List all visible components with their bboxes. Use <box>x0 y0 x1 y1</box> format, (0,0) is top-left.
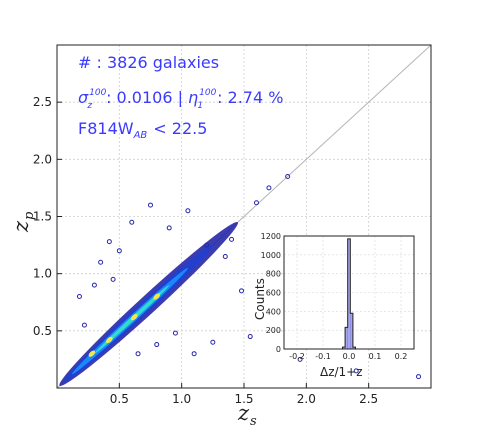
inset-y-tick-label: 0 <box>276 345 281 354</box>
outlier-point <box>98 259 104 265</box>
inset-bars <box>284 238 414 349</box>
y-tick-label: 1.0 <box>33 267 52 281</box>
inset-y-tick-label: 200 <box>266 326 281 335</box>
inset-x-tick-label: -0.1 <box>315 352 331 361</box>
outlier-point <box>204 242 210 248</box>
inset-x-tick-label: 0.2 <box>395 352 408 361</box>
eta-symbol: η <box>188 88 198 107</box>
inset-x-tick-label: 0.0 <box>343 352 356 361</box>
inset-y-tick-label: 1000 <box>261 251 281 260</box>
outlier-point <box>81 322 87 328</box>
y-axis-label-main: z <box>9 220 33 233</box>
density-peak-spot <box>130 313 138 321</box>
inset-x-tick-label: -0.2 <box>289 352 305 361</box>
x-tick-label: 1.5 <box>234 392 253 406</box>
inset-y-tick-label: 400 <box>266 307 281 316</box>
scatter-stat-label: σ100 z: 0.0106 | η100 1: 2.74 % <box>78 88 283 111</box>
outlier-point <box>416 374 422 380</box>
x-tick-label: 2.5 <box>359 392 378 406</box>
y-tick-label: 2.0 <box>33 152 52 166</box>
inset-histogram: -0.2 -0.1 0.0 0.1 0.2 0 200 400 600 800 1000 1200 Δ… <box>253 232 415 379</box>
x-axis-label-main: z <box>237 401 250 425</box>
sigma-value: : 0.0106 | <box>106 88 183 107</box>
x-tick-label: 0.5 <box>110 392 129 406</box>
x-tick-label: 2.0 <box>297 392 316 406</box>
outlier-point <box>172 330 178 336</box>
outlier-point <box>229 236 235 242</box>
y-tick-label: 2.5 <box>33 95 52 109</box>
outlier-point <box>110 276 116 282</box>
outlier-point <box>297 356 303 362</box>
magnitude-cut-label: F814WAB < 22.5 <box>78 119 207 141</box>
outlier-point <box>253 200 259 206</box>
inset-x-tick-label: 0.1 <box>369 352 382 361</box>
sigma-subscript: z <box>86 101 92 111</box>
inset-y-tick-label: 1200 <box>261 232 281 241</box>
inset-y-tick-label: 600 <box>266 289 281 298</box>
y-axis-label: z p <box>9 211 37 233</box>
outlier-point <box>222 254 228 260</box>
inset-y-label: Counts <box>253 278 267 320</box>
sigma-superscript: 100 <box>89 88 106 98</box>
outlier-point <box>91 282 97 288</box>
eta-subscript: 1 <box>197 101 203 111</box>
density-peak-spot <box>153 293 161 300</box>
inset-x-label: Δz/1+z <box>320 365 363 379</box>
y-axis-label-sub: p <box>22 211 37 220</box>
outlier-point <box>106 239 112 245</box>
galaxy-count-label: # : 3826 galaxies <box>78 53 219 72</box>
outlier-point <box>166 225 172 231</box>
sigma-symbol: σ <box>78 88 89 107</box>
outlier-point <box>239 288 245 294</box>
histogram-outline <box>284 238 414 349</box>
outlier-point <box>154 342 160 348</box>
eta-superscript: 100 <box>199 88 216 98</box>
outlier-point <box>247 334 253 340</box>
annotation-block: # : 3826 galaxies σ100 z: 0.0106 | η100 1: … <box>78 53 283 141</box>
x-axis-label: z s <box>237 401 257 429</box>
eta-value: : 2.74 % <box>217 88 283 107</box>
outlier-point <box>129 219 135 225</box>
filter-subscript: AB <box>133 130 148 141</box>
outlier-point <box>135 351 141 357</box>
outlier-point <box>285 173 291 179</box>
axis-ticks: 0.5 1.0 1.5 2.0 2.5 0.5 1.0 1.5 2.0 2.5 <box>33 95 378 406</box>
density-peak-spot <box>106 336 113 344</box>
inset-y-tick-label: 800 <box>266 270 281 279</box>
outlier-point <box>353 368 359 374</box>
outlier-point <box>185 208 191 214</box>
filter-name: F814W <box>78 119 134 138</box>
density-peak-spot <box>88 350 96 357</box>
outlier-point <box>191 351 197 357</box>
outlier-point <box>76 294 82 300</box>
outlier-point <box>266 185 272 191</box>
y-tick-label: 1.5 <box>33 210 52 224</box>
x-tick-label: 1.0 <box>172 392 191 406</box>
y-tick-label: 0.5 <box>33 324 52 338</box>
outlier-point <box>148 202 153 208</box>
outlier-point <box>116 248 122 254</box>
density-contours <box>59 221 238 386</box>
outlier-points <box>76 173 422 380</box>
x-axis-label-sub: s <box>250 414 257 429</box>
magnitude-limit: < 22.5 <box>153 119 207 138</box>
main-scatter-plot: 0.5 1.0 1.5 2.0 2.5 0.5 1.0 1.5 2.0 2.5 <box>33 44 432 406</box>
outlier-point <box>210 339 216 345</box>
inset-axis-ticks: -0.2 -0.1 0.0 0.1 0.2 0 200 400 600 800 1000 1200 <box>261 232 408 361</box>
inset-frame <box>283 235 415 350</box>
